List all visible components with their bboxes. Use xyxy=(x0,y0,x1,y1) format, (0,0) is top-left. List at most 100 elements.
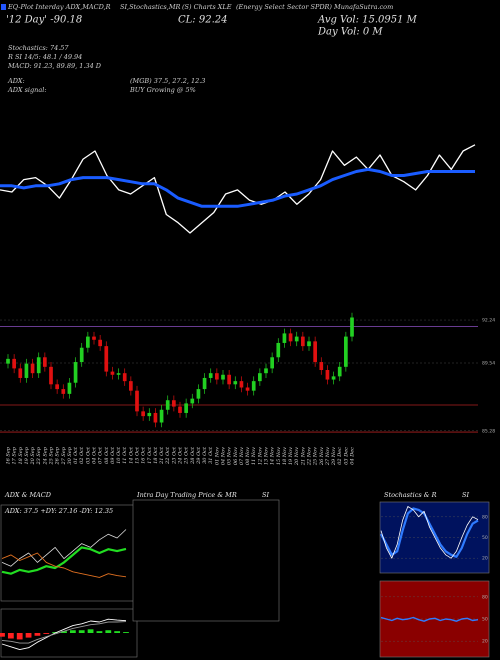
macd-text: MACD: 91.23, 89.89, 1.34 D xyxy=(7,62,102,70)
candle-body xyxy=(110,371,115,375)
x-tick-label: 16 Oct xyxy=(141,446,147,464)
x-tick-label: 28 Oct xyxy=(190,446,196,465)
rsi-text: R SI 14/5: 48.1 / 49.94 xyxy=(7,53,82,61)
candle-body xyxy=(18,368,23,378)
series-line xyxy=(0,144,476,234)
avg-volume: Avg Vol: 15.0951 M xyxy=(317,15,418,26)
candle-body xyxy=(190,398,195,404)
x-tick-label: 03 Dec xyxy=(343,447,349,465)
x-tick-label: 20 Sep xyxy=(30,446,36,465)
candle-body xyxy=(344,336,348,367)
x-tick-label: 19 Nov xyxy=(288,447,294,465)
x-tick-label: 16 Sep xyxy=(6,446,12,464)
candle-body xyxy=(92,336,96,340)
panel-title: ADX & MACD xyxy=(4,491,52,499)
x-tick-label: 29 Oct xyxy=(196,446,202,465)
x-tick-label: 11 Nov xyxy=(251,447,257,465)
series-line xyxy=(380,616,479,622)
x-tick-label: 29 Nov xyxy=(331,447,337,466)
y-tick-label: 20 xyxy=(482,556,488,562)
series-line xyxy=(380,506,479,559)
candle-body xyxy=(49,366,53,385)
candle-body xyxy=(307,341,311,347)
candle-body xyxy=(319,362,324,370)
panel-label: ADX: 37.5 +DY: 27.16 -DY: 12.35 xyxy=(4,507,113,515)
x-tick-label: 25 Nov xyxy=(313,447,319,466)
histogram-bar xyxy=(61,631,67,633)
x-tick-label: 17 Oct xyxy=(147,446,153,464)
candle-body xyxy=(43,357,47,367)
candle-body xyxy=(325,370,330,380)
header-text: SI,Stochastics,MR xyxy=(120,3,180,11)
candle-body xyxy=(129,381,133,391)
x-tick-label: 30 Sep xyxy=(67,446,73,464)
y-tick-label: 92.24 xyxy=(482,318,495,324)
candle-body xyxy=(288,333,293,342)
x-tick-label: 04 Oct xyxy=(92,446,98,464)
candle-body xyxy=(178,406,182,413)
y-tick-label: 50 xyxy=(482,617,488,623)
x-tick-label: 22 Nov xyxy=(307,447,313,466)
x-tick-label: 02 Oct xyxy=(79,446,85,464)
candle-body xyxy=(24,363,29,378)
histogram-bar xyxy=(114,631,121,633)
y-tick-label: 80 xyxy=(482,514,488,520)
x-tick-label: 26 Nov xyxy=(319,447,325,466)
candle-body xyxy=(73,362,78,383)
candle-body xyxy=(301,336,305,347)
x-tick-label: 14 Nov xyxy=(270,447,276,465)
candle-body xyxy=(165,400,170,410)
x-tick-label: 06 Nov xyxy=(233,447,239,465)
x-tick-label: 15 Oct xyxy=(135,446,141,464)
candle-body xyxy=(98,339,102,347)
x-tick-label: 21 Nov xyxy=(300,447,306,466)
x-tick-label: 18 Sep xyxy=(18,446,24,464)
histogram-bar xyxy=(78,630,85,633)
histogram-bar xyxy=(43,633,50,634)
candle-body xyxy=(184,403,188,413)
y-tick-label: 20 xyxy=(482,639,488,645)
x-tick-label: 04 Dec xyxy=(350,447,356,465)
panel-title: Stochastics & R xyxy=(384,491,437,499)
series-line xyxy=(1,546,127,575)
candle-body xyxy=(227,374,231,385)
y-tick-label: 89.54 xyxy=(482,361,495,367)
x-tick-label: 12 Nov xyxy=(257,447,263,465)
histogram-bar xyxy=(105,630,112,633)
candle-body xyxy=(251,381,256,391)
x-tick-label: 14 Oct xyxy=(128,446,134,464)
x-tick-label: 04 Nov xyxy=(221,447,227,465)
candle-body xyxy=(313,341,317,363)
day-close: '12 Day' -90.18 xyxy=(6,15,82,26)
candle-body xyxy=(215,373,219,380)
adx-signal-label: ADX signal: xyxy=(7,86,47,94)
candle-body xyxy=(67,382,72,394)
candle-body xyxy=(30,363,35,374)
candle-body xyxy=(233,381,238,385)
x-tick-label: 23 Sep xyxy=(36,446,42,465)
header-text: (Energy Select Sector SPDR) MunafaSutra.… xyxy=(236,3,393,11)
candle-body xyxy=(141,411,145,417)
candle-body xyxy=(270,357,274,369)
candle-body xyxy=(350,317,354,337)
x-tick-label: 21 Oct xyxy=(159,446,165,465)
candle-body xyxy=(221,374,225,380)
candle-body xyxy=(258,373,262,382)
histogram-bar xyxy=(25,633,32,638)
x-tick-label: 25 Oct xyxy=(184,446,190,465)
candle-body xyxy=(159,409,164,423)
candle-body xyxy=(116,373,121,375)
histogram-bar xyxy=(7,633,14,639)
histogram-bar xyxy=(69,630,76,633)
candle-body xyxy=(12,358,16,369)
histogram-bar xyxy=(87,629,94,633)
candle-body xyxy=(104,346,109,372)
x-tick-label: 25 Sep xyxy=(49,446,55,465)
x-tick-label: 30 Oct xyxy=(202,446,208,464)
x-tick-label: 24 Sep xyxy=(42,446,48,465)
x-tick-label: 07 Nov xyxy=(239,447,245,465)
candle-body xyxy=(294,336,299,342)
x-tick-label: 15 Nov xyxy=(276,447,282,465)
x-tick-label: 05 Nov xyxy=(227,447,233,465)
